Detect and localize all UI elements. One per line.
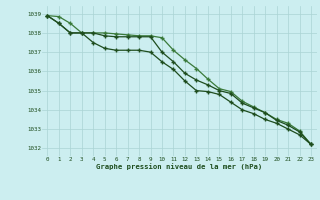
X-axis label: Graphe pression niveau de la mer (hPa): Graphe pression niveau de la mer (hPa) [96,163,262,170]
